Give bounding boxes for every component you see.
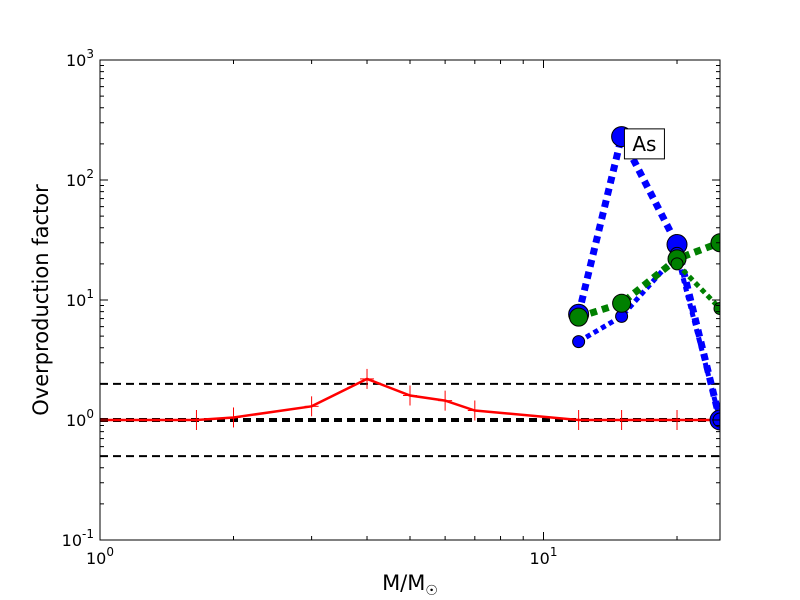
- series-0-point-2: [226, 407, 241, 428]
- annotation-label: As: [632, 132, 656, 156]
- series-3-point-1: [612, 293, 632, 313]
- y-tick-label-2: 101: [66, 287, 94, 310]
- series-0-point-9: [614, 410, 629, 430]
- y-tick-label-exp: 3: [86, 47, 94, 61]
- x-tick-label-base: 10: [86, 549, 106, 568]
- x-tick-label-base: 10: [530, 549, 550, 568]
- y-tick-label-3: 102: [66, 167, 94, 190]
- x-axis-label-sub: ☉: [425, 583, 438, 599]
- series-0-point-7: [467, 400, 482, 421]
- y-tick-label-base: 10: [66, 411, 86, 430]
- series-0-point-8: [571, 410, 586, 430]
- x-tick-label-exp: 1: [550, 545, 558, 559]
- series-4-point-0: [670, 257, 684, 271]
- y-tick-label-base: 10: [66, 171, 86, 190]
- series-0-point-10: [670, 410, 685, 430]
- series-3-point-3: [710, 233, 720, 253]
- series-3-point-0: [569, 307, 589, 327]
- annotation-0: As: [623, 128, 665, 160]
- series-2-point-0: [572, 335, 586, 349]
- x-tick-label-1: 101: [530, 545, 558, 568]
- plot-area: [100, 126, 720, 458]
- y-tick-label-exp: 1: [86, 287, 94, 301]
- series-0-point-6: [438, 390, 453, 411]
- x-tick-label-exp: 0: [106, 545, 114, 559]
- y-tick-label-base: 10: [66, 51, 86, 70]
- series-line-4: [675, 262, 720, 311]
- y-axis-label: Overproduction factor: [29, 184, 53, 416]
- y-tick-label-base: 10: [66, 291, 86, 310]
- x-axis-label: M/M☉: [382, 571, 438, 599]
- series-0-point-4: [360, 368, 375, 389]
- series-line-3: [577, 239, 720, 321]
- y-tick-label-0: 10-1: [62, 527, 94, 550]
- series-0-point-3: [304, 396, 319, 417]
- plot-frame: [99, 59, 721, 541]
- x-axis-label-main: M/M: [382, 571, 425, 595]
- series-0-point-5: [403, 385, 417, 406]
- y-tick-label-exp: 2: [86, 167, 94, 181]
- y-tick-label-exp: -1: [82, 527, 94, 541]
- y-tick-label-base: 10: [62, 531, 82, 550]
- axes: [99, 59, 720, 541]
- x-tick-label-0: 100: [86, 545, 114, 568]
- annotation-box: [623, 128, 665, 160]
- series-0-point-1: [189, 410, 204, 430]
- y-tick-label-4: 103: [66, 47, 94, 70]
- y-tick-label-1: 100: [66, 407, 94, 430]
- y-tick-label-exp: 0: [86, 407, 94, 421]
